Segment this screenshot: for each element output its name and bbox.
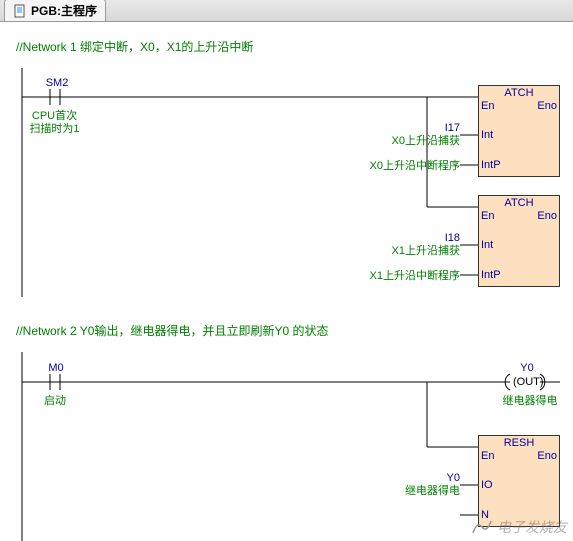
resh-title: RESH	[479, 437, 559, 449]
block2-int: Int	[481, 239, 493, 251]
block-resh[interactable]: RESH En Eno IO N	[478, 435, 560, 527]
contact-sm2-desc: CPU首次 扫描时为1	[22, 110, 87, 136]
resh-eno: Eno	[537, 450, 557, 462]
block-atch-2[interactable]: ATCH En Eno Int IntP	[478, 195, 560, 287]
block2-title: ATCH	[479, 197, 559, 209]
watermark: 电子发烧友	[471, 517, 567, 537]
watermark-text: 电子发烧友	[497, 517, 567, 537]
contact-m0-desc: 启动	[35, 395, 75, 408]
block1-int-val: I17	[430, 122, 460, 134]
network2-comment: //Network 2 Y0输出，继电器得电，并且立即刷新Y0 的状态	[16, 322, 329, 339]
block-atch-1[interactable]: ATCH En Eno Int IntP	[478, 85, 560, 177]
block1-intp-desc: X0上升沿中断程序	[340, 160, 460, 173]
tab-pgb[interactable]: PGB:主程序	[4, 0, 106, 21]
block2-intp-desc: X1上升沿中断程序	[340, 270, 460, 283]
block2-int-desc: X1上升沿捕获	[355, 245, 460, 258]
block1-eno: Eno	[537, 100, 557, 112]
resh-io-desc: 继电器得电	[390, 485, 460, 498]
block2-eno: Eno	[537, 210, 557, 222]
resh-io-val: Y0	[432, 472, 460, 484]
block2-int-val: I18	[430, 232, 460, 244]
network1-comment: //Network 1 绑定中断，X0，X1的上升沿中断	[16, 38, 253, 55]
block1-title: ATCH	[479, 87, 559, 99]
tab-bar: PGB:主程序	[0, 0, 573, 22]
coil-y0-desc: 继电器得电	[495, 395, 565, 408]
block2-en: En	[481, 210, 494, 222]
contact-m0-addr: M0	[44, 362, 68, 374]
sm2-desc-line1: CPU首次	[32, 110, 77, 122]
resh-en: En	[481, 450, 494, 462]
block1-int-desc: X0上升沿捕获	[355, 135, 460, 148]
ladder-canvas: //Network 1 绑定中断，X0，X1的上升沿中断 SM2 CPU首次 扫…	[0, 22, 573, 541]
contact-sm2-addr: SM2	[42, 77, 72, 89]
tab-label: PGB:主程序	[31, 2, 97, 19]
block1-intp: IntP	[481, 159, 501, 171]
block2-intp: IntP	[481, 269, 501, 281]
document-icon	[13, 4, 27, 18]
coil-y0-addr: Y0	[516, 362, 538, 374]
sm2-desc-line2: 扫描时为1	[29, 123, 79, 135]
block1-en: En	[481, 100, 494, 112]
resh-io: IO	[481, 479, 493, 491]
block1-int: Int	[481, 129, 493, 141]
logo-icon	[471, 519, 493, 535]
coil-y0-type: (OUT)	[513, 376, 544, 388]
